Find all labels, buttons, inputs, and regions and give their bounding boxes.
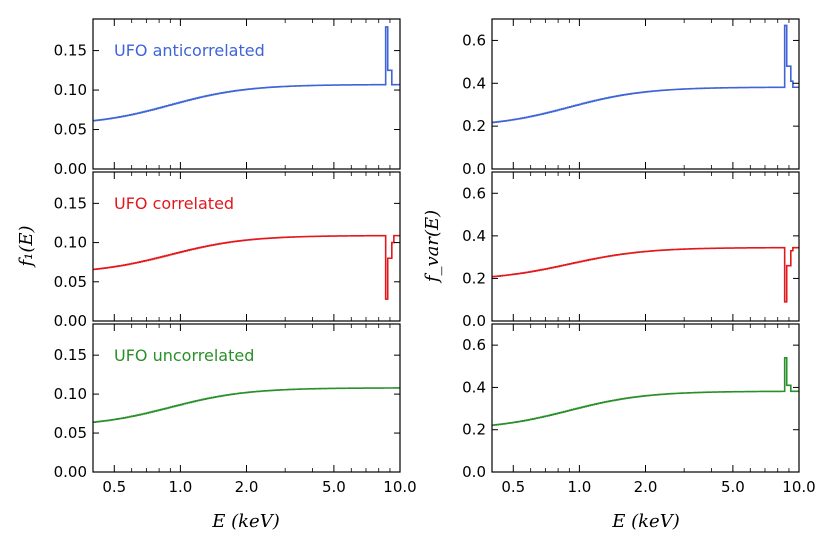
x-tick-label: 5.0 <box>721 478 745 496</box>
x-tick-label: 1.0 <box>168 478 192 496</box>
panel-left-bottom: 0.00 0.05 0.10 0.15 0.5 1.0 2.0 5.0 10.0 UFO unco… <box>54 323 417 496</box>
y-tick-label: 0.15 <box>54 194 87 212</box>
y-tick-label: 0.6 <box>462 336 486 354</box>
series-line-left-bottom <box>93 387 400 423</box>
x-tick-label: 0.5 <box>501 478 525 496</box>
axes-frame-right-middle <box>491 171 800 322</box>
panel-left-top: 0.00 0.05 0.10 0.15 UFO anticorrelated <box>54 18 401 178</box>
series-line-left-top <box>93 26 400 122</box>
axes-frame-right-top <box>491 18 800 170</box>
y-tick-label: 0.00 <box>54 160 87 178</box>
y-tick-label: 0.10 <box>54 81 87 99</box>
axes-frame-right-bottom <box>491 323 800 473</box>
y-tick-label: 0.6 <box>462 184 486 202</box>
y-tick-label: 0.0 <box>462 312 486 330</box>
series-line-right-top <box>492 24 799 124</box>
x-tick-label: 10.0 <box>782 478 815 496</box>
y-tick-label: 0.4 <box>462 378 486 396</box>
annotation-left-bottom: UFO uncorrelated <box>114 346 254 365</box>
y-tick-label: 0.0 <box>462 160 486 178</box>
x-tick-label: 1.0 <box>567 478 591 496</box>
y-tick-label: 0.00 <box>54 312 87 330</box>
y-axis-label-left: f₁(E) <box>16 225 37 268</box>
y-tick-label: 0.0 <box>462 463 486 481</box>
panel-right-bottom: 0.0 0.2 0.4 0.6 0.5 1.0 2.0 5.0 10.0 <box>462 323 816 496</box>
y-tick-label: 0.05 <box>54 121 87 139</box>
y-tick-label: 0.4 <box>462 74 486 92</box>
y-tick-label: 0.2 <box>462 421 486 439</box>
y-tick-label: 0.6 <box>462 31 486 49</box>
y-axis-label-right: f_var(E) <box>422 210 443 284</box>
y-tick-label: 0.10 <box>54 385 87 403</box>
series-line-left-middle <box>93 234 400 300</box>
y-tick-label: 0.05 <box>54 424 87 442</box>
panel-right-top: 0.0 0.2 0.4 0.6 <box>462 18 800 178</box>
y-tick-label: 0.2 <box>462 117 486 135</box>
y-tick-label: 0.2 <box>462 269 486 287</box>
annotation-left-middle: UFO correlated <box>114 194 234 213</box>
x-axis-label-left: E (keV) <box>211 511 279 532</box>
y-tick-label: 0.05 <box>54 273 87 291</box>
y-tick-label: 0.15 <box>54 42 87 60</box>
y-tick-label: 0.10 <box>54 234 87 252</box>
panel-left-middle: 0.00 0.05 0.10 0.15 UFO correlated <box>54 171 401 330</box>
x-axis-label-right: E (keV) <box>611 511 679 532</box>
panels: 0.000.050.100.15 UFO anticorrelated0.000.… <box>54 18 816 496</box>
x-tick-label: 2.0 <box>235 478 259 496</box>
x-tick-label: 5.0 <box>322 478 346 496</box>
y-tick-label: 0.15 <box>54 346 87 364</box>
y-tick-label: 0.00 <box>54 463 87 481</box>
series-line-right-middle <box>492 246 799 303</box>
y-tick-label: 0.4 <box>462 227 486 245</box>
x-tick-label: 10.0 <box>383 478 416 496</box>
x-tick-label: 0.5 <box>102 478 126 496</box>
annotation-left-top: UFO anticorrelated <box>114 41 265 60</box>
series-line-right-bottom <box>492 357 799 426</box>
panel-right-middle: 0.0 0.2 0.4 0.6 <box>462 171 800 330</box>
x-tick-label: 2.0 <box>634 478 658 496</box>
